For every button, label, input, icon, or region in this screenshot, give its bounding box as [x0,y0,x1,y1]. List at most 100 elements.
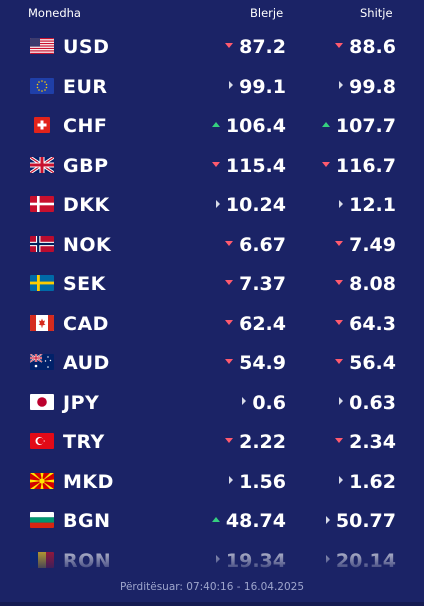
currency-code: GBP [63,154,109,177]
sell-rate: 0.63 [339,392,396,414]
rate-row-usd: USD 87.2 88.6 [0,28,424,68]
trend-flat-icon [339,397,344,405]
column-header-sell: Shitje [360,6,393,20]
ca-flag-icon [30,314,54,331]
currency-code: JPY [63,391,100,414]
mk-flag-icon [30,472,54,489]
trend-flat-icon [229,81,234,89]
trend-down-icon [225,43,234,48]
currency-code: USD [63,36,110,58]
trend-flat-icon [339,476,344,484]
currency-code: TRY [63,431,105,453]
rate-row-try: TRY 2.22 2.34 [0,423,424,463]
buy-rate: 2.22 [225,431,286,453]
rate-row-bgn: BGN 48.74 50.77 [0,502,424,542]
jp-flag-icon [30,393,54,410]
sell-rate: 88.6 [335,36,396,58]
us-flag-icon [30,38,54,54]
rate-row-sek: SEK 7.37 8.08 [0,265,424,305]
sell-rate: 64.3 [335,313,396,335]
eu-flag-icon [30,77,54,94]
buy-rate: 54.9 [225,352,286,374]
au-flag-icon [30,354,54,370]
bottom-edge [0,602,424,606]
buy-rate: 7.37 [225,273,286,295]
sell-rate: 99.8 [339,76,396,98]
currency-code: MKD [63,470,114,493]
last-updated-text: Përditësuar: 07:40:16 - 16.04.2025 [119,581,305,593]
trend-down-icon [335,240,344,246]
trend-down-icon [335,359,344,364]
table-header: Monedha Blerje Shitje [0,0,424,26]
currency-code: EUR [63,75,108,98]
se-flag-icon [30,275,54,291]
trend-flat-icon [215,199,220,208]
buy-rate: 10.24 [215,194,286,216]
sell-rate: 12.1 [339,194,396,216]
trend-flat-icon [339,81,344,89]
bg-flag-icon [30,512,54,528]
currency-code: CAD [63,312,109,335]
currency-code: RON [63,549,112,572]
sell-rate: 1.62 [339,471,396,493]
trend-down-icon [225,438,234,443]
rate-row-ron: RON 19.34 20.14 [0,542,424,582]
trend-down-icon [335,438,344,443]
currency-code: DKK [63,194,110,216]
dk-flag-icon [30,196,54,212]
currency-code: NOK [63,233,112,256]
sell-rate: 107.7 [321,115,396,137]
buy-rate: 48.74 [211,510,286,532]
sell-rate: 8.08 [335,273,396,295]
trend-flat-icon [215,555,220,563]
sell-rate: 20.14 [325,550,396,572]
currency-code: AUD [63,352,110,374]
buy-rate: 0.6 [242,392,286,414]
sell-rate: 7.49 [335,234,396,256]
sell-rate: 2.34 [335,431,396,453]
currency-code: CHF [63,115,108,137]
rates-list: USD 87.2 88.6 EUR 99.1 99.8 [0,28,424,581]
rate-row-gbp: GBP 115.4 116.7 [0,147,424,187]
trend-flat-icon [325,555,330,563]
trend-flat-icon [325,515,330,524]
buy-rate: 19.34 [215,550,286,572]
buy-rate: 115.4 [211,155,286,177]
column-header-currency: Monedha [28,6,81,20]
trend-down-icon [211,161,220,167]
trend-down-icon [335,43,344,48]
sell-rate: 116.7 [321,155,396,177]
buy-rate: 99.1 [229,76,286,98]
buy-rate: 87.2 [225,36,286,58]
trend-up-icon [321,122,330,127]
trend-down-icon [225,280,234,285]
ro-flag-icon [30,551,54,568]
trend-flat-icon [229,476,234,484]
currency-code: BGN [63,510,111,532]
trend-down-icon [225,240,234,246]
trend-flat-icon [242,397,247,405]
tr-flag-icon [30,433,54,449]
gb-flag-icon [30,156,54,173]
trend-up-icon [211,517,220,522]
rate-row-chf: CHF 106.4 107.7 [0,107,424,147]
trend-down-icon [335,280,344,285]
buy-rate: 6.67 [225,234,286,256]
sell-rate: 56.4 [335,352,396,374]
rate-row-eur: EUR 99.1 99.8 [0,68,424,108]
buy-rate: 1.56 [229,471,286,493]
rate-row-aud: AUD 54.9 56.4 [0,344,424,384]
rate-row-dkk: DKK 10.24 12.1 [0,186,424,226]
ch-flag-icon [34,117,50,133]
column-header-buy: Blerje [250,6,284,20]
trend-down-icon [225,359,234,364]
rate-row-mkd: MKD 1.56 1.62 [0,463,424,503]
rate-row-cad: CAD 62.4 64.3 [0,305,424,345]
no-flag-icon [30,235,54,252]
trend-down-icon [335,319,344,325]
buy-rate: 106.4 [211,115,286,137]
rate-row-jpy: JPY 0.6 0.63 [0,384,424,424]
rate-row-nok: NOK 6.67 7.49 [0,226,424,266]
trend-down-icon [225,319,234,325]
trend-up-icon [211,122,220,127]
